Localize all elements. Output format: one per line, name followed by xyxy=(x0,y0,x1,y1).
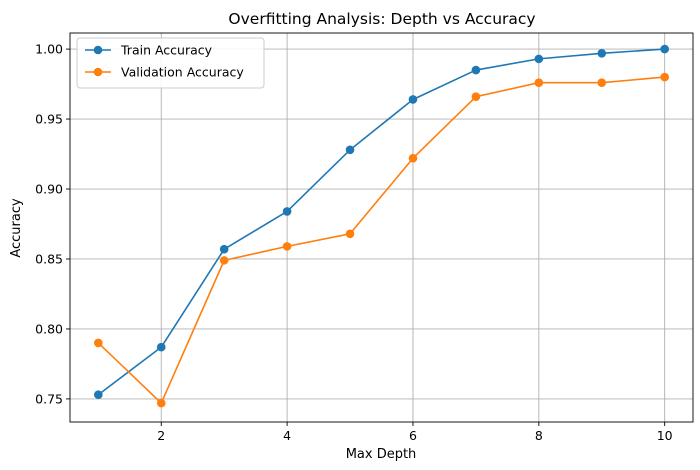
x-tick-label: 2 xyxy=(157,428,165,443)
data-point xyxy=(471,92,481,101)
legend-label: Train Accuracy xyxy=(120,43,213,58)
data-point xyxy=(94,390,103,400)
legend-marker xyxy=(93,67,103,77)
data-point xyxy=(534,54,544,64)
x-tick-label: 8 xyxy=(535,428,543,443)
data-point xyxy=(408,153,418,163)
x-tick-label: 6 xyxy=(409,428,417,443)
y-tick-label: 0.85 xyxy=(35,251,63,266)
y-tick-label: 0.95 xyxy=(35,112,63,127)
legend: Train Accuracy Validation Accuracy xyxy=(76,37,265,89)
chart-title: Overfitting Analysis: Depth vs Accuracy xyxy=(228,10,535,28)
data-point xyxy=(345,229,355,239)
data-point xyxy=(94,338,103,348)
legend-items: Train Accuracy Validation Accuracy xyxy=(85,43,244,80)
series-line xyxy=(97,76,665,404)
y-tick-label: 0.90 xyxy=(35,182,63,197)
x-tick-label: 10 xyxy=(657,428,673,443)
data-point xyxy=(345,145,355,155)
data-point xyxy=(282,207,292,216)
data-point xyxy=(156,398,166,408)
data-point xyxy=(660,72,669,82)
series-layer xyxy=(94,44,669,408)
y-tick-label: 1.00 xyxy=(35,42,63,57)
data-point xyxy=(219,256,229,265)
legend-box xyxy=(76,37,265,89)
y-tick-label: 0.80 xyxy=(35,321,63,336)
data-point xyxy=(534,78,544,87)
axis-ticks: 2 4 6 8 10 0.75 0.80 0.85 0.90 0.95 1.00 xyxy=(35,42,673,443)
x-axis-label: Max Depth xyxy=(346,447,417,462)
data-point xyxy=(471,65,481,75)
data-point xyxy=(219,244,229,254)
plot-frame xyxy=(69,32,694,423)
data-point xyxy=(597,78,607,87)
x-tick-label: 4 xyxy=(283,428,291,443)
data-point xyxy=(660,44,669,54)
series-line xyxy=(97,48,665,396)
data-point xyxy=(282,242,292,251)
data-point xyxy=(597,48,607,58)
y-axis-label: Accuracy xyxy=(9,198,24,258)
data-point xyxy=(408,95,418,104)
y-tick-label: 0.75 xyxy=(35,391,63,406)
legend-label: Validation Accuracy xyxy=(121,65,244,80)
data-point xyxy=(156,342,166,352)
legend-marker xyxy=(93,45,103,55)
